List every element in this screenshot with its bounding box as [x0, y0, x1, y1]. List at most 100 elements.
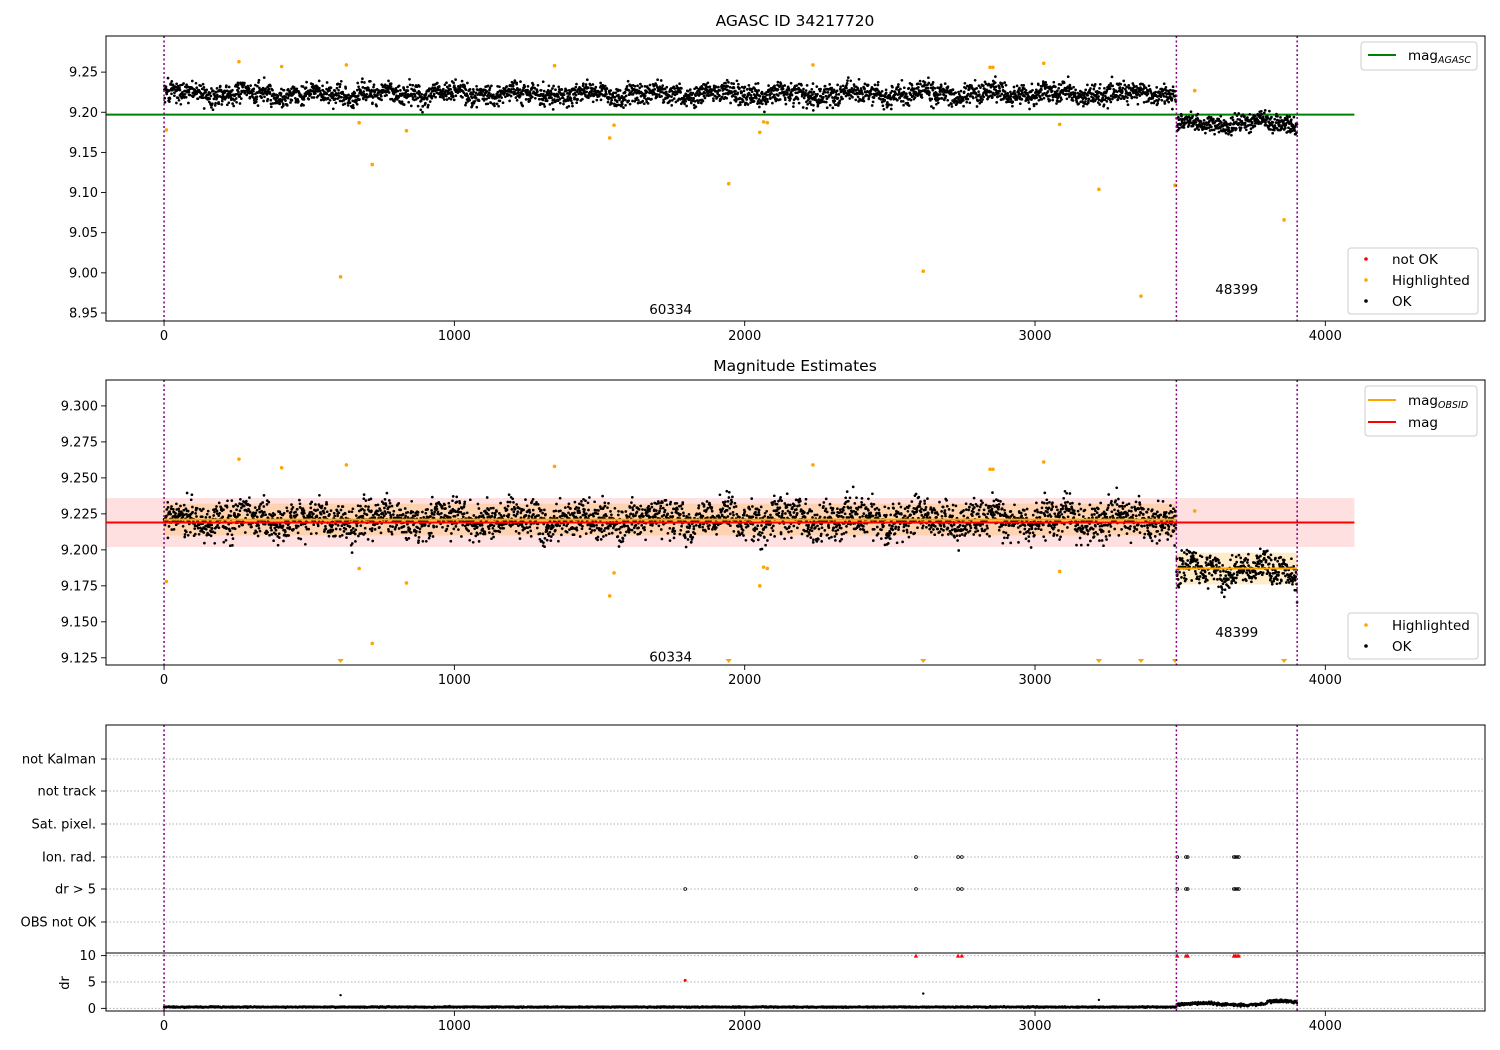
p1-ok-point — [979, 86, 982, 89]
p1-ok-point — [304, 86, 308, 90]
p1-ok-point — [1015, 84, 1019, 88]
p1-ok-point — [609, 89, 613, 92]
p1-ok-point — [416, 96, 420, 100]
p2-ok-point — [265, 503, 269, 506]
p2-ok-point — [444, 507, 447, 510]
p2-ok-point — [303, 542, 307, 546]
p2-ok-point — [351, 507, 355, 511]
p1-ok-point — [528, 99, 532, 103]
p2-ok-point — [402, 525, 406, 528]
p2-ok-point — [172, 528, 176, 531]
p1-ok-point — [896, 85, 900, 89]
p1-ok-point — [981, 84, 985, 88]
p1-ok-point — [1048, 94, 1051, 98]
p1-ok-point — [340, 95, 343, 99]
p1-points — [163, 59, 1299, 298]
p1-ok-point — [347, 93, 350, 97]
p2-ok-point — [315, 515, 319, 519]
p1-ok-point — [1103, 86, 1106, 90]
p2-ok-point — [325, 502, 329, 506]
p2-ok-point — [353, 532, 357, 536]
p1-ok-point — [1214, 119, 1218, 123]
p2-ok-point — [362, 497, 366, 501]
p1-ok-point — [1259, 109, 1263, 113]
p1-ok-point — [489, 101, 493, 105]
p2-ok-point — [528, 511, 532, 514]
p2-ok-point — [436, 510, 440, 514]
p1-ok-point — [1097, 95, 1100, 98]
p1-ok-point — [487, 96, 491, 100]
p1-ok-point — [312, 96, 316, 99]
p1-ok-point — [790, 93, 794, 97]
p1-vlines — [163, 36, 1298, 321]
p1-ok-point — [835, 93, 838, 96]
p1-ok-point — [985, 93, 988, 97]
p2-ok-point — [342, 530, 346, 533]
p1-ok-point — [570, 101, 574, 105]
p1-ok-point — [784, 102, 788, 106]
p2-ok-point — [322, 511, 326, 515]
p1-ok-point — [1234, 127, 1238, 131]
p2-ok-point — [235, 508, 238, 512]
p1-ok-point — [220, 103, 224, 106]
p2-ok-point — [193, 532, 197, 536]
p2-ok-point — [526, 531, 530, 534]
p2-ok-point — [320, 504, 324, 508]
p1-ok-point — [757, 89, 761, 92]
p2-ok-point — [333, 514, 337, 518]
p1-ok-point — [214, 101, 217, 105]
p1-highlighted-point-5 — [370, 162, 375, 167]
p1-ok-point — [514, 96, 518, 99]
p1-ok-point — [531, 83, 535, 87]
p2-ok-point — [238, 513, 241, 517]
p1-ok-point — [328, 98, 332, 102]
p1-ok-point — [1264, 121, 1267, 124]
p1-ok-point — [397, 94, 401, 98]
p1-highlighted-point-24 — [1282, 218, 1286, 222]
p1-ok-point — [678, 82, 681, 86]
p2-ok-point — [224, 538, 228, 542]
p2-ok-point — [258, 507, 261, 511]
p1-ok-point — [251, 92, 255, 96]
p1-ok-point — [329, 86, 333, 90]
p2-ok-point — [334, 534, 337, 538]
p1-ok-point — [891, 85, 894, 89]
p1-ok-point — [393, 98, 397, 101]
p2-ok-point — [286, 509, 289, 513]
p2-ok-point — [476, 533, 480, 536]
p2-ok-point — [296, 531, 300, 535]
p1-ok-point — [413, 95, 417, 98]
p2-ok-point — [392, 509, 396, 513]
p1-highlighted-point-17 — [991, 65, 995, 70]
p1-ok-point — [395, 94, 398, 98]
p2-ok-point — [309, 506, 313, 510]
p1-ok-point — [227, 101, 231, 105]
p2-ok-point — [468, 538, 472, 542]
p1-ok-point — [1066, 75, 1070, 79]
p1-ok-point — [182, 82, 185, 85]
p1-ok-point — [655, 93, 659, 96]
p1-ok-point — [537, 97, 541, 101]
p2-ok-point — [528, 508, 531, 512]
p1-ok-point — [246, 84, 250, 88]
p1-ok-point — [1271, 121, 1275, 124]
p1-ok-point — [236, 83, 240, 87]
p1-ok-point — [1261, 115, 1265, 119]
p1-ok-point — [977, 90, 980, 94]
p2-ok-point — [389, 515, 393, 519]
p1-ok-point — [304, 94, 308, 98]
p1-ok-point — [411, 95, 415, 99]
p1-ok-point — [736, 91, 740, 95]
p2-ok-point — [435, 507, 439, 511]
p1-ok-point — [426, 105, 430, 109]
p1-ok-point — [998, 89, 1002, 93]
p1-ok-point — [752, 100, 756, 103]
p1-ytick-label-6: 9.25 — [69, 66, 98, 81]
p2-ok-point — [355, 524, 359, 528]
p1-ok-point — [424, 92, 428, 96]
p2-ok-point — [248, 504, 252, 507]
p2-ok-point — [185, 491, 189, 495]
p2-ok-point — [218, 511, 222, 515]
p1-ok-point — [936, 101, 940, 105]
p1-ok-point — [510, 91, 514, 94]
